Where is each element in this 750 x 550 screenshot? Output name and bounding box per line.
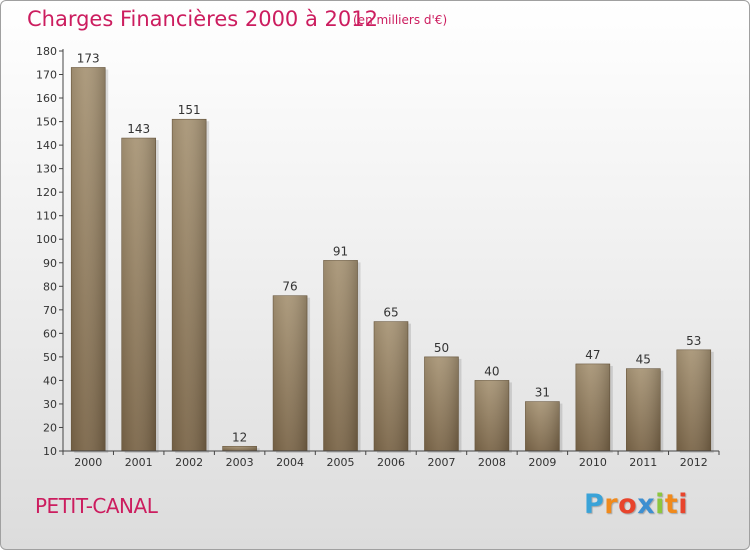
data-label: 40	[484, 364, 499, 378]
y-tick-label: 20	[43, 421, 57, 434]
bar-shade	[323, 260, 358, 451]
x-tick-label: 2003	[226, 456, 254, 469]
x-tick-label: 2000	[74, 456, 102, 469]
y-tick-label: 70	[43, 304, 57, 317]
data-label: 47	[585, 348, 600, 362]
y-tick-label: 140	[36, 139, 57, 152]
x-tick-label: 2008	[478, 456, 506, 469]
axes-layer: 2000 2001 2002 2003 2004 2005 2006 2007 2008 2009…	[36, 45, 720, 469]
brand-letter: o	[618, 489, 638, 520]
brand-letter: r	[604, 489, 619, 520]
x-tick-label: 2002	[175, 456, 203, 469]
data-label: 65	[383, 306, 398, 320]
x-tick-label: 2011	[629, 456, 657, 469]
y-tick-label: 50	[43, 351, 57, 364]
y-tick-label: 60	[43, 327, 57, 340]
data-label: 50	[434, 341, 449, 355]
x-tick-label: 2005	[327, 456, 355, 469]
data-label: 91	[333, 244, 348, 258]
data-label: 45	[636, 353, 651, 367]
y-tick-label: 40	[43, 374, 57, 387]
x-tick-label: 2007	[427, 456, 455, 469]
bar-shade	[424, 356, 459, 451]
y-tick-label: 130	[36, 163, 57, 176]
data-label: 173	[77, 51, 100, 65]
y-tick-label: 100	[36, 233, 57, 246]
x-tick-label: 2004	[276, 456, 304, 469]
bar-shade	[121, 138, 156, 451]
bar-shade	[273, 295, 308, 451]
y-tick-label: 80	[43, 280, 57, 293]
data-label: 31	[535, 386, 550, 400]
data-label: 12	[232, 430, 247, 444]
y-tick-label: 110	[36, 210, 57, 223]
data-label: 151	[178, 103, 201, 117]
bar-shade	[222, 446, 257, 451]
y-tick-label: 160	[36, 92, 57, 105]
y-tick-label: 120	[36, 186, 57, 199]
brand-letter: i	[678, 489, 689, 520]
brand-letter: i	[655, 489, 665, 520]
brand-letter: t	[664, 489, 679, 520]
y-tick-label: 180	[36, 45, 57, 58]
bars-layer: 173 143 151 12 76 91 65 50 40 31 47 45 53	[70, 51, 714, 454]
bar-shade	[172, 119, 207, 451]
x-tick-label: 2009	[528, 456, 556, 469]
x-tick-label: 2010	[579, 456, 607, 469]
y-tick-label: 90	[43, 257, 57, 270]
commune-name: PETIT-CANAL	[35, 494, 158, 518]
proxiti-logo: Proxiti	[584, 489, 688, 520]
bar-shade	[474, 380, 509, 451]
chart-title: Charges Financières 2000 à 2012	[27, 7, 378, 31]
brand-letter: P	[584, 489, 605, 520]
data-label: 143	[127, 122, 150, 136]
bar-shade	[626, 368, 661, 451]
y-tick-label: 30	[43, 398, 57, 411]
data-label: 53	[686, 334, 701, 348]
bar-shade	[374, 321, 408, 451]
y-tick-label: 10	[43, 445, 57, 458]
bar-shade	[676, 349, 711, 451]
y-tick-label: 150	[36, 116, 57, 129]
bar-shade	[71, 67, 106, 452]
x-tick-label: 2012	[680, 456, 708, 469]
chart-subtitle: (en milliers d'€)	[353, 13, 448, 27]
brand-letter: x	[637, 489, 656, 520]
data-label: 76	[282, 280, 297, 294]
bar-shade	[525, 401, 560, 451]
x-tick-label: 2001	[125, 456, 153, 469]
y-tick-label: 170	[36, 69, 57, 82]
bar-shade	[575, 363, 610, 451]
x-tick-label: 2006	[377, 456, 405, 469]
